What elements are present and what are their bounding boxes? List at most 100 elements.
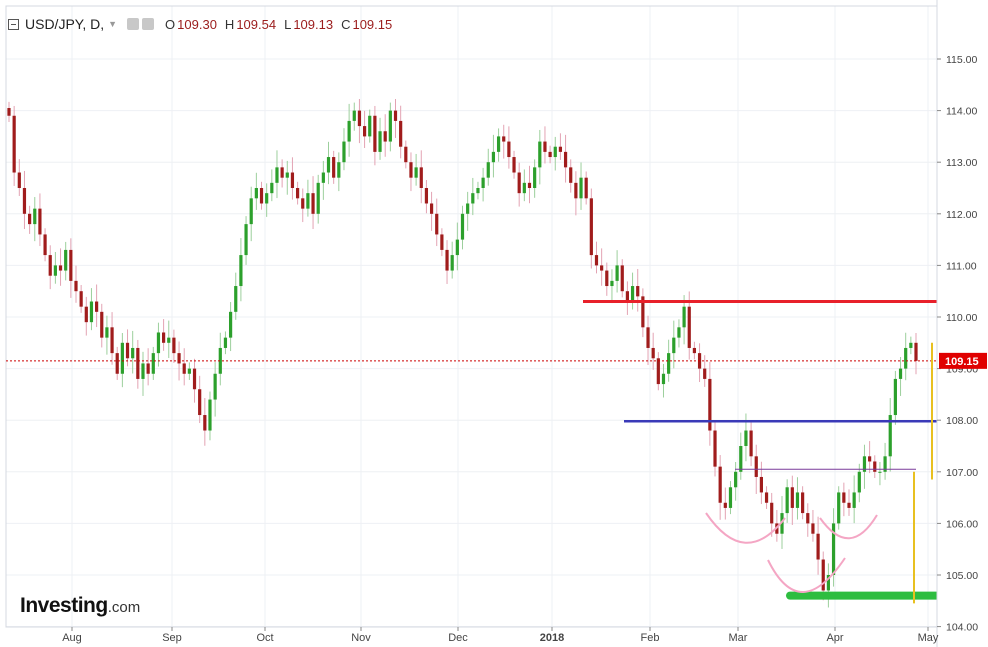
collapse-icon[interactable] — [8, 18, 19, 30]
settings-icon[interactable] — [127, 18, 140, 30]
candle-body — [610, 280, 614, 287]
candle-body — [58, 265, 63, 271]
candle-down — [620, 259, 624, 298]
candle-down — [74, 265, 78, 303]
candle-body — [641, 296, 645, 328]
candle-body — [301, 198, 305, 209]
candle-body — [594, 255, 599, 266]
candle-body — [198, 389, 202, 416]
candle-down — [790, 475, 794, 525]
candle-down — [259, 181, 264, 210]
candle-down — [393, 98, 398, 138]
candle-body — [471, 193, 475, 204]
candle-up — [878, 461, 882, 486]
candle-down — [563, 134, 568, 183]
candle-body — [208, 399, 212, 431]
candle-down — [440, 228, 444, 257]
candle-body — [7, 108, 11, 116]
candle-down — [445, 240, 449, 284]
candle-up — [105, 315, 109, 355]
candle-body — [362, 126, 367, 137]
candle-body — [672, 337, 676, 354]
candle-down — [69, 238, 73, 298]
candle-body — [244, 224, 248, 256]
candle-up — [615, 250, 619, 293]
candle-up — [682, 295, 686, 345]
candle-body — [239, 255, 243, 287]
candle-body — [223, 337, 228, 348]
candle-body — [883, 456, 887, 472]
candle-up — [471, 177, 475, 216]
candle-body — [295, 188, 300, 199]
chevron-down-icon[interactable]: ▼ — [108, 19, 118, 29]
candle-up — [893, 370, 897, 425]
candle-up — [89, 288, 94, 331]
candle-body — [74, 280, 78, 292]
candle-body — [764, 492, 769, 503]
candle-body — [352, 110, 356, 121]
candle-up — [141, 351, 145, 396]
candle-up — [368, 109, 372, 143]
candle-down — [198, 375, 202, 424]
candle-body — [115, 353, 119, 374]
candle-down — [115, 346, 119, 380]
candle-up — [486, 148, 490, 186]
candle-down — [424, 180, 429, 214]
last-price-tag — [939, 352, 987, 369]
candle-body — [517, 172, 521, 194]
candle-down — [801, 486, 805, 520]
y-tick-label: 112.00 — [946, 209, 977, 221]
x-tick-label: Apr — [826, 632, 843, 644]
candle-up — [337, 152, 341, 192]
candle-body — [120, 342, 124, 374]
candle-up — [450, 241, 454, 279]
candle-up — [857, 463, 861, 503]
y-tick-label: 104.00 — [946, 622, 978, 634]
candle-body — [399, 120, 403, 147]
candle-body — [131, 347, 135, 359]
candle-body — [847, 502, 851, 508]
candle-body — [17, 172, 21, 188]
candle-down — [584, 171, 588, 205]
candle-body — [409, 162, 413, 178]
x-tick-label: Dec — [448, 632, 468, 644]
candle-down — [290, 157, 295, 200]
candle-down — [409, 152, 413, 192]
candle-body — [316, 182, 320, 214]
candle-up — [739, 432, 743, 480]
candle-up — [321, 160, 325, 200]
candle-down — [404, 140, 408, 169]
candle-up — [228, 302, 233, 352]
format-icon[interactable] — [142, 18, 155, 30]
candle-up — [579, 162, 583, 210]
candle-body — [682, 306, 686, 328]
candle-body — [868, 456, 872, 462]
candle-down — [914, 332, 918, 375]
candle-up — [187, 362, 191, 380]
open-value: 109.30 — [177, 16, 217, 32]
candle-body — [636, 286, 640, 297]
candle-body — [837, 492, 841, 524]
candle-body — [600, 265, 604, 271]
candle-up — [476, 181, 480, 200]
candle-down — [362, 110, 367, 149]
candle-body — [84, 306, 88, 323]
candle-body — [321, 172, 325, 183]
candle-up — [909, 336, 913, 355]
candle-body — [460, 213, 465, 240]
candle-body — [337, 162, 341, 178]
candle-down — [548, 145, 552, 164]
candle-body — [306, 193, 310, 209]
symbol-label[interactable]: USD/JPY, D, — [25, 16, 105, 32]
y-tick-label: 110.00 — [946, 312, 977, 324]
candle-body — [275, 167, 279, 183]
candle-body — [141, 363, 145, 379]
candle-body — [234, 286, 238, 312]
candle-body — [496, 136, 501, 152]
candle-up — [862, 444, 867, 489]
candle-down — [847, 489, 851, 516]
candle-up — [306, 179, 310, 217]
candle-up — [151, 346, 155, 380]
candle-body — [110, 327, 114, 354]
